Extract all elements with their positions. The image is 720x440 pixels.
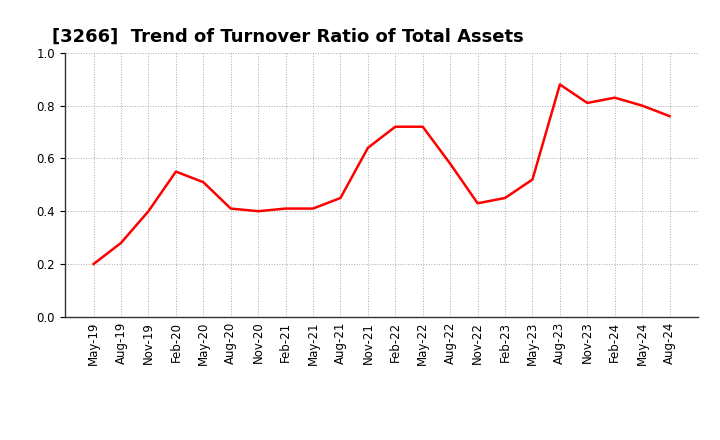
Text: [3266]  Trend of Turnover Ratio of Total Assets: [3266] Trend of Turnover Ratio of Total … [52,28,524,46]
